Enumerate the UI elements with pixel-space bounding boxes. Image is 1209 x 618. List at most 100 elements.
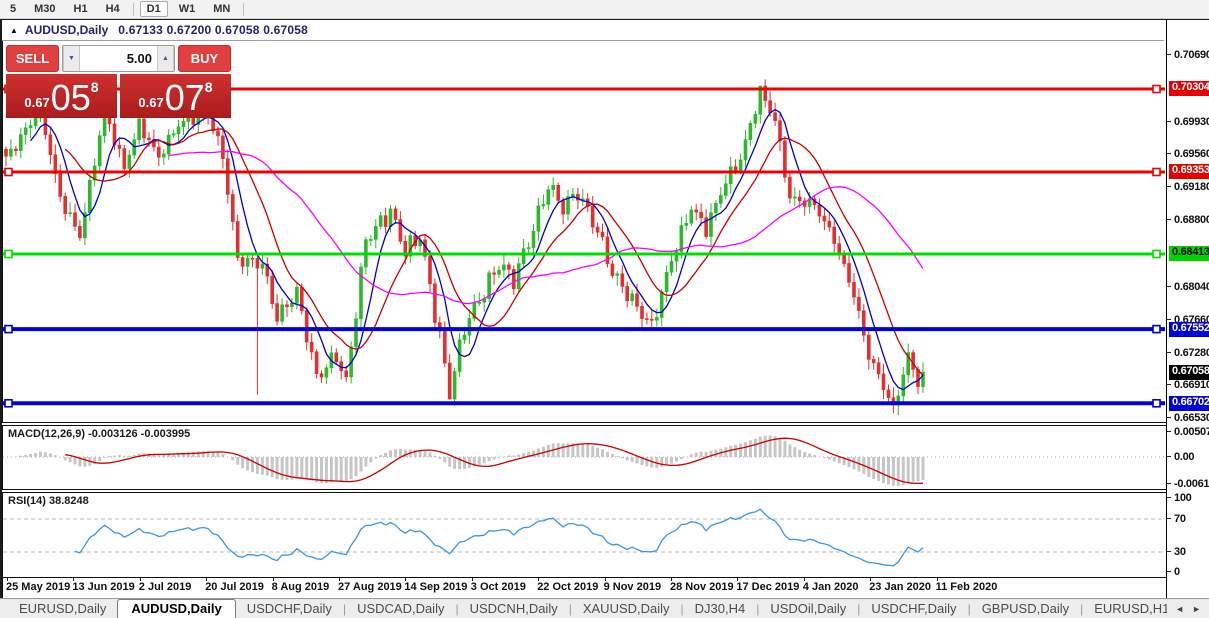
tab-divider: | — [857, 601, 861, 616]
sell-price-button[interactable]: 0.67 05 8 — [6, 74, 117, 118]
rsi-axis-label: 100 — [1167, 491, 1209, 505]
price-badge-0.68413: 0.68413 — [1169, 246, 1209, 262]
rsi-label: RSI(14) 38.8248 — [8, 495, 89, 507]
time-axis-tick — [604, 578, 606, 581]
macd-axis-label: 0.005076 — [1167, 425, 1209, 439]
time-axis-tick — [671, 578, 672, 581]
volume-stepper: ▼ ▲ — [62, 45, 175, 72]
time-axis-label: 17 Dec 2019 — [736, 581, 800, 593]
chart-ohlc-quotes: 0.67133 0.67200 0.67058 0.67058 — [118, 23, 308, 37]
volume-input[interactable] — [80, 46, 157, 71]
sell-price-pip: 8 — [90, 79, 99, 95]
chart-tab-usdcnh-daily[interactable]: USDCNH,Daily — [469, 601, 558, 616]
volume-decrease-button[interactable]: ▼ — [63, 46, 80, 71]
time-axis-label: 3 Oct 2019 — [470, 581, 526, 593]
chevron-up-icon: ▲ — [162, 55, 169, 62]
time-axis-label: 2 Jul 2019 — [138, 581, 192, 593]
candlestick-chart[interactable] — [3, 41, 1165, 422]
timeframe-button-w1[interactable]: W1 — [172, 1, 203, 17]
tabs-scroll-right-button[interactable]: ► — [1192, 604, 1201, 614]
time-axis-label: 4 Jan 2020 — [802, 581, 859, 593]
time-axis-tick — [7, 578, 8, 581]
chart-title-bar: ▲ AUDUSD,Daily 0.67133 0.67200 0.67058 0… — [2, 20, 1164, 41]
price-axis-label: 0.68040 — [1167, 280, 1209, 294]
buy-price-button[interactable]: 0.67 07 8 — [120, 74, 231, 118]
time-axis-label: 20 Jul 2019 — [205, 581, 264, 593]
chart-tab-audusd-daily[interactable]: AUDUSD,Daily — [117, 598, 236, 618]
tab-divider: | — [756, 601, 760, 616]
price-axis-label: 0.68800 — [1167, 213, 1209, 227]
chart-tab-eurusd-h1[interactable]: EURUSD,H1 — [1094, 601, 1168, 616]
macd-axis-label: -0.006148 — [1167, 477, 1209, 491]
time-axis[interactable]: 25 May 2019 13 Jun 2019 2 Jul 2019 20 Jul 2… — [2, 578, 1166, 599]
rsi-axis-label: 70 — [1167, 512, 1209, 526]
chart-tab-gbpusd-daily[interactable]: GBPUSD,Daily — [981, 601, 1070, 616]
time-axis-tick — [206, 578, 208, 581]
buy-price-pip: 8 — [204, 79, 213, 95]
tabs-scroll-left-button[interactable]: ◄ — [1175, 604, 1184, 614]
price-badge-0.69353: 0.69353 — [1169, 164, 1209, 180]
price-axis-label: 0.69930 — [1167, 115, 1209, 129]
chart-tab-usdchf-daily[interactable]: USDCHF,Daily — [246, 601, 332, 616]
chart-tab-xauusd-daily[interactable]: XAUUSD,Daily — [582, 601, 670, 616]
time-axis-label: 14 Sep 2019 — [404, 581, 468, 593]
timeframe-button-h1[interactable]: H1 — [67, 1, 95, 17]
time-axis-label: 9 Nov 2019 — [603, 581, 662, 593]
macd-chart[interactable] — [3, 426, 1165, 489]
time-axis-tick — [139, 578, 141, 581]
chevron-down-icon: ▼ — [68, 55, 75, 62]
price-axis-label: 0.70690 — [1167, 48, 1209, 62]
timeframe-toolbar: 5 M30 H1 H4 D1 W1 MN — [0, 0, 1209, 19]
toolbar-divider — [132, 2, 134, 16]
chart-tab-dj30-h4[interactable]: DJ30,H4 — [694, 601, 746, 616]
sell-button[interactable]: SELL — [6, 45, 59, 72]
tab-divider: | — [342, 601, 347, 616]
volume-increase-button[interactable]: ▲ — [157, 46, 174, 71]
time-axis-tick — [538, 578, 540, 581]
tab-divider: | — [568, 601, 572, 616]
tab-divider: | — [1080, 601, 1084, 616]
price-axis[interactable]: 0.70690 0.69930 0.69560 0.69180 0.68800 0.680… — [1166, 20, 1209, 599]
time-axis-label: 13 Jun 2019 — [72, 581, 135, 593]
timeframe-button-5[interactable]: 5 — [3, 1, 23, 17]
macd-indicator-pane: MACD(12,26,9) -0.003126 -0.003995 — [2, 425, 1166, 490]
chart-window: ▲ AUDUSD,Daily 0.67133 0.67200 0.67058 0… — [0, 19, 1209, 599]
chart-tab-usdchf-daily[interactable]: USDCHF,Daily — [871, 601, 957, 616]
arrow-right-icon: ► — [1192, 603, 1201, 614]
time-axis-tick — [73, 578, 75, 581]
price-badge-0.70304: 0.70304 — [1169, 81, 1209, 97]
rsi-indicator-pane: RSI(14) 38.8248 — [2, 492, 1166, 578]
price-axis-label: 0.69180 — [1167, 180, 1209, 194]
buy-price-digits: 07 — [164, 77, 205, 118]
timeframe-button-m30[interactable]: M30 — [27, 1, 62, 17]
time-axis-label: 28 Nov 2019 — [670, 581, 734, 593]
timeframe-button-h4[interactable]: H4 — [99, 1, 127, 17]
buy-button[interactable]: BUY — [178, 45, 231, 72]
timeframe-button-d1[interactable]: D1 — [139, 1, 168, 17]
price-axis-label: 0.66910 — [1167, 378, 1209, 392]
chart-tab-eurusd-daily[interactable]: EURUSD,Daily — [19, 601, 107, 616]
chart-tab-usdcad-daily[interactable]: USDCAD,Daily — [357, 601, 445, 616]
time-axis-tick — [936, 578, 938, 581]
time-axis-tick — [339, 578, 340, 581]
macd-label: MACD(12,26,9) -0.003126 -0.003995 — [8, 428, 191, 440]
chart-symbol: AUDUSD,Daily — [24, 23, 109, 37]
window-menu-icon[interactable]: ▲ — [10, 25, 18, 35]
chart-tabs: EURUSD,Daily AUDUSD,Daily USDCHF,Daily | USD… — [0, 598, 1168, 618]
time-axis-tick — [803, 578, 805, 581]
toolbar-divider — [243, 2, 245, 16]
tab-divider: | — [967, 601, 971, 616]
rsi-axis-label: 30 — [1167, 545, 1209, 559]
rsi-chart[interactable] — [3, 493, 1165, 577]
tab-divider: | — [455, 601, 459, 616]
price-badge-0.67552: 0.67552 — [1169, 321, 1209, 337]
buy-price-prefix: 0.67 — [138, 95, 164, 110]
time-axis-label: 23 Jan 2020 — [869, 581, 931, 593]
tab-divider: | — [680, 601, 684, 616]
chart-tab-usdoil-daily[interactable]: USDOil,Daily — [770, 601, 847, 616]
timeframe-button-mn[interactable]: MN — [206, 1, 237, 17]
time-axis-label: 8 Aug 2019 — [271, 581, 330, 593]
